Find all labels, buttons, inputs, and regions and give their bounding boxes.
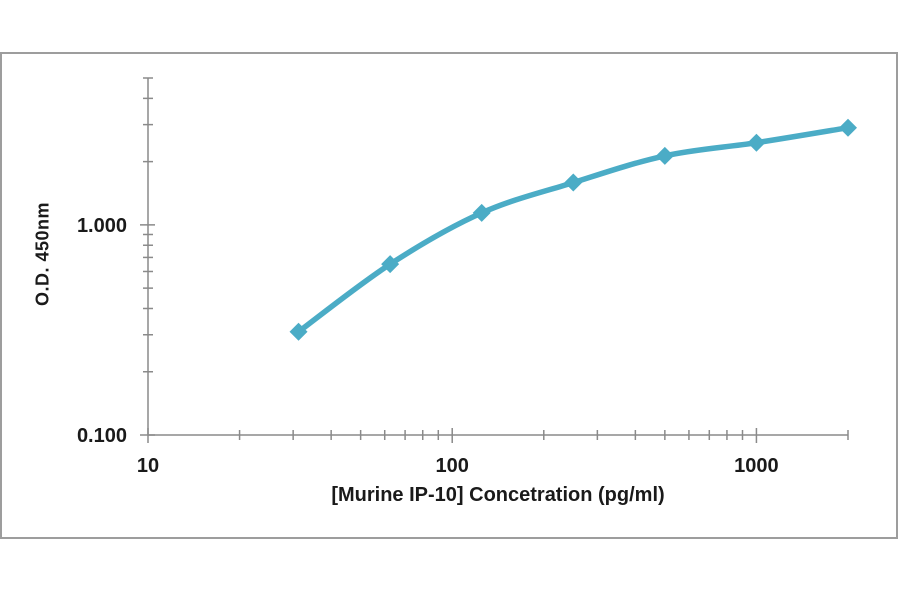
x-tick-label: 1000 [734,455,779,477]
y-tick-label: 0.100 [77,425,127,447]
data-point-marker [655,146,674,165]
data-point-marker [472,203,491,222]
chart-frame [0,52,898,539]
data-point-marker [564,173,583,192]
x-axis-title: [Murine IP-10] Concetration (pg/ml) [331,484,665,506]
standard-curve-line [295,124,851,335]
y-tick-label: 1.000 [77,215,127,237]
data-point-marker [747,133,766,152]
y-axis-title: O.D. 450nm [32,201,53,307]
data-point-marker [839,118,857,137]
data-point-marker [289,322,308,341]
data-point-marker [381,255,400,274]
x-tick-label: 10 [137,455,159,477]
x-tick-label: 100 [436,455,469,477]
